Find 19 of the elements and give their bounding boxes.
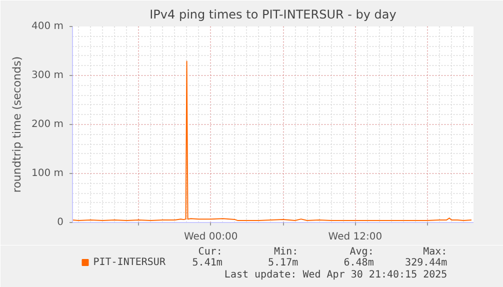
- text: Max:: [423, 246, 448, 258]
- x-tick-label: Wed 00:00: [184, 232, 238, 242]
- x-tick-label: Wed 12:00: [328, 232, 382, 242]
- y-tick-label: 0: [57, 217, 64, 228]
- text: 5.17m: [268, 258, 298, 268]
- y-tick-label: 300 m: [31, 70, 64, 81]
- y-tick-label: 400 m: [31, 21, 64, 32]
- text: Cur:: [198, 246, 222, 258]
- text: Min:: [274, 246, 298, 258]
- y-tick-label: 200 m: [31, 119, 64, 130]
- legend-label: PIT-INTERSUR: [93, 257, 166, 268]
- text: 6.48m: [344, 258, 374, 268]
- text: 5.41m: [192, 258, 222, 268]
- y-tick-label: 100 m: [31, 168, 64, 179]
- text: Last update: Wed Apr 30 21:40:15 2025: [224, 270, 448, 280]
- y-axis-title: roundtrip time (seconds): [10, 56, 24, 193]
- text: Avg:: [350, 246, 374, 258]
- chart-title: IPv4 ping times to PIT-INTERSUR - by day: [150, 8, 396, 22]
- text: 329.44m: [405, 258, 448, 268]
